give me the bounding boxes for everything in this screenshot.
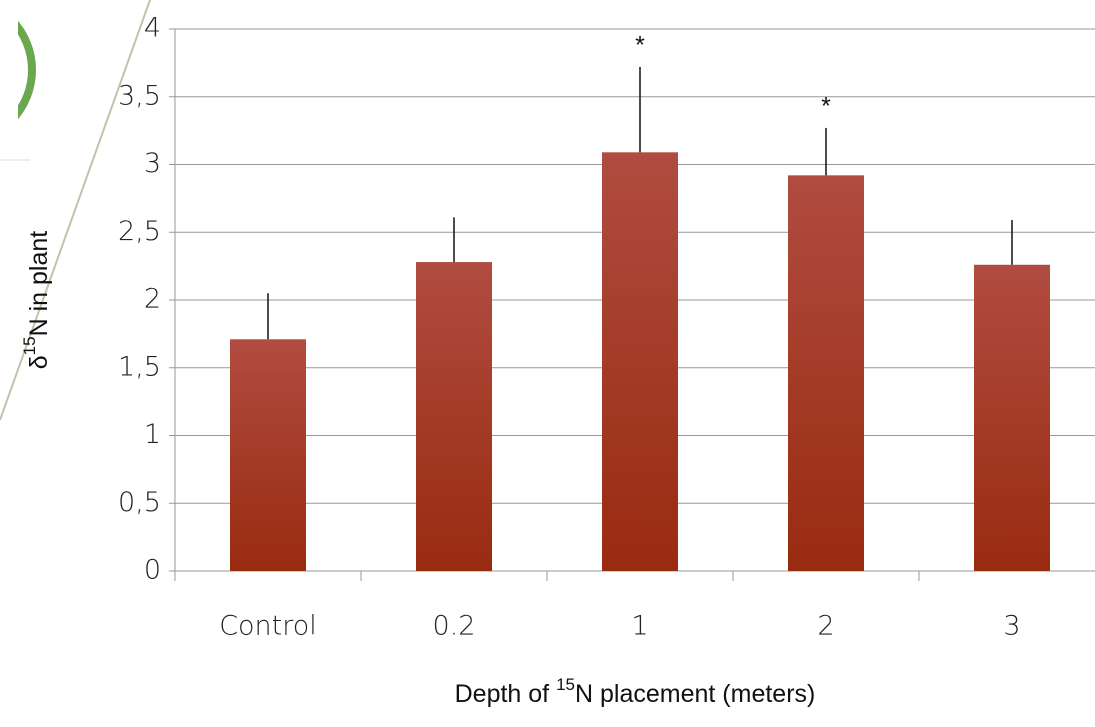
y-label-rest: N in plant	[25, 231, 53, 337]
x-tick-label: 0.2	[433, 611, 476, 642]
y-tick-label: 3,5	[118, 80, 161, 111]
x-tick-label: 3	[1003, 611, 1020, 642]
y-tick-label: 0	[144, 555, 161, 586]
logo-decoration	[0, 0, 151, 421]
x-tick-label: 1	[631, 611, 648, 642]
bar	[974, 264, 1050, 571]
x-tick-label: 2	[817, 611, 834, 642]
bar	[416, 262, 492, 571]
y-label-sup: 15	[20, 336, 39, 355]
significance-mark: *	[635, 32, 645, 60]
bar	[230, 339, 306, 571]
y-tick-label: 0,5	[118, 487, 161, 518]
y-tick-label: 3	[144, 148, 161, 179]
y-tick-label: 1	[144, 419, 161, 450]
significance-mark: *	[821, 93, 831, 121]
x-label-sup: 15	[556, 675, 575, 694]
y-tick-label: 4	[144, 13, 161, 44]
y-tick-label: 2,5	[118, 216, 161, 247]
x-axis-label: Depth of 15N placement (meters)	[455, 675, 816, 707]
y-tick-label: 1,5	[118, 351, 161, 382]
y-label-prefix: δ	[25, 355, 53, 369]
x-tick-label: Control	[219, 611, 317, 642]
y-axis-label: δ15N in plant	[20, 231, 52, 370]
y-tick-label: 2	[144, 284, 161, 315]
x-label-prefix: Depth of	[455, 680, 556, 708]
bar	[788, 175, 864, 571]
bar	[602, 152, 678, 571]
x-label-rest: N placement (meters)	[575, 680, 815, 708]
